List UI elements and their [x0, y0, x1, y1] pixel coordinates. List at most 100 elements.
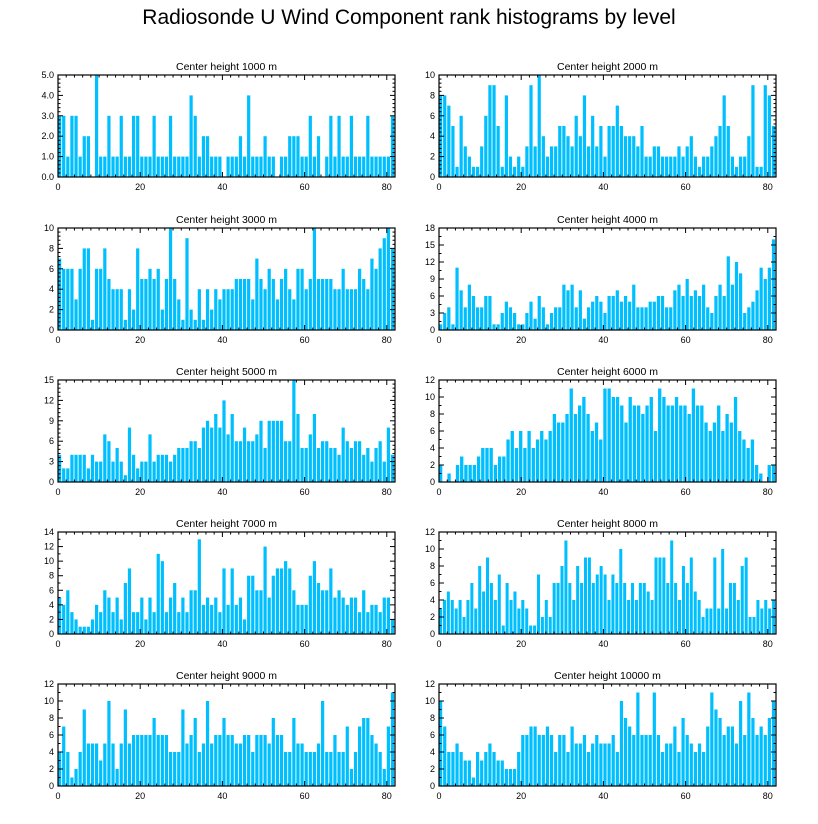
- x-tick-label: 80: [382, 182, 392, 192]
- histogram-bar: [695, 405, 700, 482]
- histogram-bar: [86, 743, 90, 786]
- histogram-bar: [197, 539, 201, 634]
- panel-title: Center height 1000 m: [176, 61, 277, 73]
- histogram-bar: [214, 597, 218, 634]
- histogram-bar: [271, 718, 275, 786]
- histogram-bar: [492, 752, 496, 786]
- y-tick-label: 1.0: [41, 152, 54, 162]
- histogram-bar: [378, 612, 382, 634]
- histogram-bar: [721, 431, 725, 482]
- histogram-bar: [144, 735, 148, 786]
- histogram-bar: [90, 319, 95, 330]
- histogram-bar: [374, 448, 378, 482]
- histogram-bar: [471, 777, 476, 786]
- histogram-bar: [275, 420, 280, 482]
- histogram-bar: [321, 590, 325, 634]
- figure-title: Radiosonde U Wind Component rank histogr…: [142, 6, 676, 29]
- histogram-bar: [767, 95, 771, 177]
- histogram-bar: [583, 557, 588, 634]
- histogram-bar: [230, 414, 234, 482]
- histogram-bar: [607, 126, 611, 177]
- histogram-bar: [279, 279, 284, 330]
- histogram-bar: [386, 427, 390, 482]
- histogram-bar: [529, 726, 533, 786]
- histogram-bar: [193, 319, 197, 330]
- histogram-bar: [552, 414, 557, 482]
- histogram-bar: [706, 307, 710, 330]
- histogram-bar: [226, 289, 230, 330]
- histogram-bar: [370, 461, 374, 482]
- histogram-bar: [632, 284, 636, 330]
- histogram-bar: [185, 612, 189, 634]
- histogram-bar: [255, 735, 259, 786]
- histogram-bar: [554, 752, 558, 786]
- histogram-bar: [475, 752, 480, 786]
- histogram-bar: [560, 566, 564, 634]
- y-tick-label: 0: [430, 325, 435, 335]
- histogram-bar: [316, 279, 321, 330]
- panel-3: Center height 3000 m 0 20 40 60 80 0 2 4 6 8 10: [44, 214, 396, 345]
- histogram-bar: [284, 156, 288, 177]
- histogram-bar: [222, 568, 226, 634]
- histogram-bar: [140, 597, 144, 634]
- histogram-bar: [103, 590, 107, 634]
- histogram-bar: [763, 85, 767, 177]
- histogram-bar: [70, 268, 74, 330]
- histogram-bar: [512, 769, 517, 786]
- histogram-bar: [214, 156, 218, 177]
- x-tick-label: 60: [300, 639, 310, 649]
- histogram-bar: [259, 156, 263, 177]
- histogram-bar: [353, 156, 358, 177]
- histogram-bar: [267, 420, 271, 482]
- histogram-bar: [681, 156, 685, 177]
- histogram-bar: [549, 735, 554, 786]
- histogram-bar: [702, 156, 706, 177]
- histogram-bar: [107, 597, 111, 634]
- histogram-bar: [140, 735, 144, 786]
- histogram-bar: [628, 136, 632, 177]
- histogram-bar: [470, 583, 474, 634]
- y-tick-label: 18: [425, 223, 435, 233]
- histogram-bar: [345, 604, 349, 634]
- histogram-bar: [251, 441, 255, 482]
- histogram-bar: [341, 156, 345, 177]
- histogram-bar: [697, 296, 702, 330]
- histogram-bar: [512, 166, 517, 177]
- histogram-bar: [271, 575, 275, 634]
- histogram-bar: [214, 414, 218, 482]
- histogram-bar: [226, 156, 230, 177]
- histogram-bar: [574, 115, 578, 177]
- histogram-bar: [390, 454, 395, 482]
- x-tick-label: 0: [436, 335, 441, 345]
- histogram-bar: [660, 296, 665, 330]
- y-tick-label: 4: [430, 131, 435, 141]
- histogram-bar: [156, 735, 160, 786]
- histogram-bar: [552, 583, 556, 634]
- histogram-bar: [156, 553, 160, 634]
- histogram-bar: [107, 115, 111, 177]
- histogram-bar: [74, 115, 78, 177]
- histogram-bar: [177, 299, 181, 330]
- histogram-bar: [619, 701, 624, 786]
- histogram-bar: [562, 126, 566, 177]
- histogram-bar: [312, 228, 317, 330]
- histogram-bar: [58, 454, 62, 482]
- histogram-bar: [615, 397, 620, 482]
- histogram-bar: [181, 156, 185, 177]
- histogram-bar: [607, 296, 611, 330]
- histogram-bar: [702, 752, 706, 786]
- histogram-bar: [234, 604, 238, 634]
- y-tick-label: 10: [44, 223, 54, 233]
- histogram-bar: [458, 600, 462, 634]
- histogram-bar: [90, 743, 95, 786]
- histogram-bar: [631, 583, 635, 634]
- histogram-bar: [771, 239, 776, 330]
- histogram-bar: [689, 296, 693, 330]
- x-tick-label: 0: [55, 335, 60, 345]
- histogram-bar: [78, 454, 82, 482]
- histogram-bar: [148, 434, 152, 482]
- histogram-bar: [521, 735, 525, 786]
- histogram-bar: [337, 289, 341, 330]
- histogram-bar: [627, 600, 631, 634]
- histogram-bar: [386, 228, 390, 330]
